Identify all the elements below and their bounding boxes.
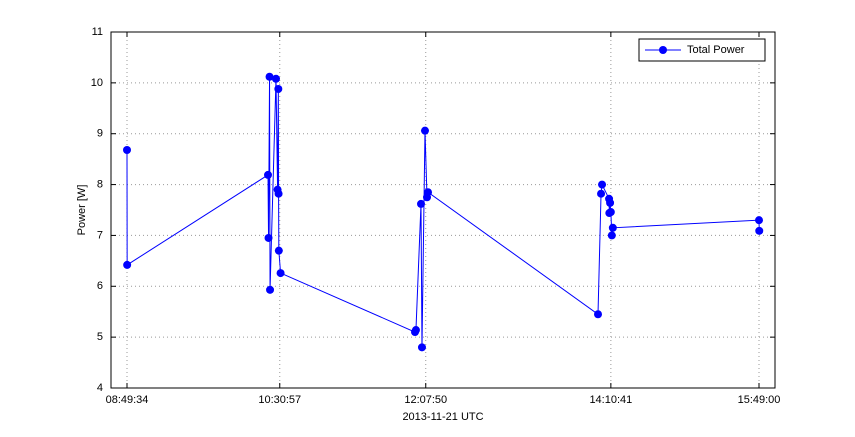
y-tick-label: 6	[97, 280, 103, 292]
legend-label: Total Power	[687, 44, 745, 56]
data-point	[755, 216, 764, 225]
data-point	[274, 84, 283, 93]
data-point	[606, 208, 615, 217]
data-point	[420, 126, 429, 135]
data-point	[417, 343, 426, 352]
x-tick-label: 08:49:34	[106, 394, 149, 406]
data-point	[266, 285, 275, 294]
x-tick-label: 14:10:41	[589, 394, 632, 406]
legend-marker	[659, 46, 667, 54]
legend-box	[638, 38, 766, 62]
x-tick-label: 12:07:50	[404, 394, 447, 406]
data-point	[608, 223, 617, 232]
data-point	[607, 231, 616, 240]
data-point	[424, 188, 433, 197]
y-tick-label: 8	[97, 178, 103, 190]
data-point	[276, 269, 285, 278]
y-tick-label: 5	[97, 331, 103, 343]
y-tick-label: 9	[97, 128, 103, 140]
data-point	[265, 72, 274, 81]
y-tick-label: 7	[97, 229, 103, 241]
data-point	[411, 326, 420, 335]
x-axis-label: 2013-11-21 UTC	[402, 411, 483, 423]
data-point	[264, 170, 273, 179]
data-point	[597, 189, 606, 198]
y-tick-label: 4	[97, 382, 103, 394]
data-point	[274, 189, 283, 198]
data-point	[274, 246, 283, 255]
data-point	[417, 199, 426, 208]
data-point	[598, 180, 607, 189]
y-axis-label: Power [W]	[76, 185, 88, 236]
x-tick-label: 15:49:00	[738, 394, 781, 406]
data-point	[594, 310, 603, 319]
data-point	[123, 260, 132, 269]
data-point	[755, 226, 764, 235]
y-tick-label: 10	[91, 77, 103, 89]
y-tick-label: 11	[92, 26, 103, 38]
data-point	[264, 233, 273, 242]
plot-frame	[110, 31, 776, 389]
data-point	[271, 74, 280, 83]
x-tick-label: 10:30:57	[258, 394, 301, 406]
data-point	[122, 145, 131, 154]
data-point	[606, 198, 615, 207]
